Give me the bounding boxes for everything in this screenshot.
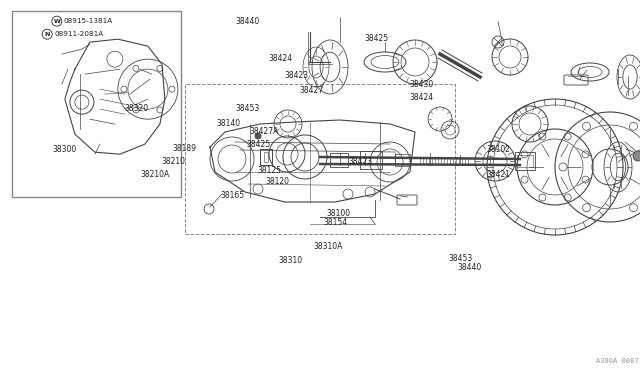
Bar <box>185 84 455 234</box>
Text: 38423: 38423 <box>285 71 309 80</box>
Text: 08911-2081A: 08911-2081A <box>54 31 104 37</box>
Text: 38100: 38100 <box>326 209 351 218</box>
Text: N: N <box>45 32 50 37</box>
Text: 38424: 38424 <box>269 54 293 63</box>
Text: 38189: 38189 <box>173 144 197 153</box>
Text: 38424: 38424 <box>410 93 434 102</box>
Text: 38440: 38440 <box>458 263 482 272</box>
Bar <box>395 154 410 166</box>
Text: 38425: 38425 <box>246 140 271 149</box>
Text: 38154: 38154 <box>323 218 348 227</box>
Bar <box>260 149 272 165</box>
Text: 38320: 38320 <box>125 105 149 113</box>
Bar <box>515 152 535 170</box>
Text: A380A 0087: A380A 0087 <box>595 358 638 364</box>
Text: 38165: 38165 <box>221 191 245 200</box>
Text: 38425: 38425 <box>365 34 389 43</box>
Text: 38120: 38120 <box>266 177 289 186</box>
Text: 38300: 38300 <box>52 145 77 154</box>
Text: 38421: 38421 <box>486 170 511 179</box>
Circle shape <box>255 133 261 139</box>
Text: 38453: 38453 <box>236 105 260 113</box>
Bar <box>264 152 268 162</box>
Text: W: W <box>53 19 60 24</box>
Text: 38310: 38310 <box>278 256 303 265</box>
Bar <box>12 11 181 197</box>
Circle shape <box>633 151 640 161</box>
Text: 38453: 38453 <box>448 254 472 263</box>
Text: 38125: 38125 <box>257 166 282 175</box>
Text: 38140: 38140 <box>216 119 241 128</box>
Bar <box>517 155 533 167</box>
Text: 08915-1381A: 08915-1381A <box>64 18 113 24</box>
Text: 38440: 38440 <box>236 17 260 26</box>
Text: 38102: 38102 <box>486 145 511 154</box>
Text: 38210: 38210 <box>161 157 186 166</box>
Text: 38310A: 38310A <box>314 242 343 251</box>
Text: 38430: 38430 <box>410 80 434 89</box>
Text: 38210A: 38210A <box>141 170 170 179</box>
Bar <box>330 153 348 167</box>
Text: 38427: 38427 <box>300 86 324 95</box>
Bar <box>360 151 382 169</box>
Text: 38423: 38423 <box>349 157 373 166</box>
Text: 38427A: 38427A <box>250 127 279 136</box>
